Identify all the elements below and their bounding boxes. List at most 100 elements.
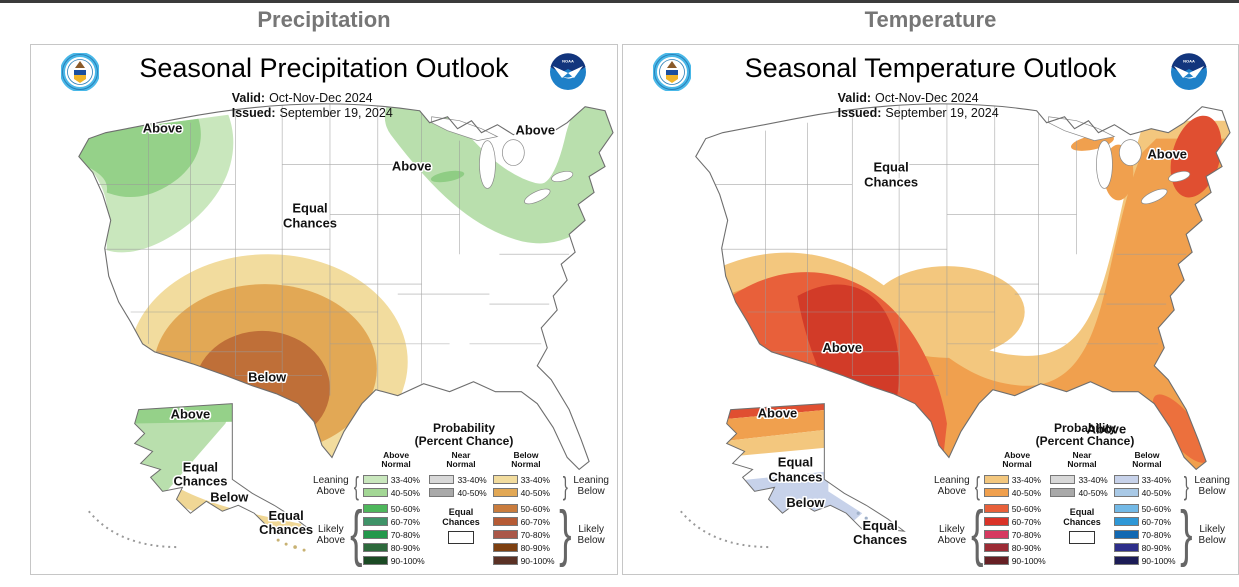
legend-color-swatch	[492, 504, 518, 513]
legend-left-labels: Leaning Above Likely Above	[934, 475, 970, 546]
legend-row: 50-60%	[362, 502, 430, 515]
region-pnw-above-core	[78, 118, 201, 198]
legend-percent-label: 80-90%	[520, 542, 550, 553]
legend-color-swatch	[492, 530, 518, 539]
ak-region-above-core	[134, 403, 239, 424]
legend-color-swatch	[492, 543, 518, 552]
legend-right-labels: Leaning Below Likely Below	[1194, 475, 1230, 546]
map-title: Seasonal Precipitation Outlook	[139, 53, 509, 83]
label-equal-chances-1: Equal	[874, 160, 909, 175]
legend-color-swatch	[362, 504, 388, 513]
column-header-precipitation: Precipitation	[257, 7, 391, 32]
label-hi-equal-1: Equal	[269, 508, 304, 523]
legend-percent-label: 90-100%	[1141, 555, 1176, 566]
label-ak-below: Below	[786, 495, 825, 510]
valid-label: Valid:	[231, 91, 266, 105]
label-se-equal-2: Chances	[853, 532, 907, 547]
legend-percent-label: 90-100%	[390, 555, 425, 566]
label-hi-equal-2: Chances	[259, 522, 313, 537]
region-florida-above	[1152, 394, 1210, 463]
legend-row: 40-50%	[492, 486, 560, 499]
precipitation-map: Above Equal Chances Above Above Below Ab…	[78, 103, 614, 552]
legend-row: 60-70%	[362, 515, 430, 528]
legend-row: 90-100%	[983, 554, 1051, 567]
label-se-equal-1: Equal	[863, 518, 898, 533]
legend-title: Probability (Percent Chance)	[414, 421, 514, 448]
great-lakes	[1048, 116, 1191, 205]
alaska-outline	[725, 403, 906, 532]
legend-row: 40-50%	[362, 486, 430, 499]
legend-color-swatch	[492, 517, 518, 526]
legend-row: 40-50%	[983, 486, 1051, 499]
legend-color-swatch	[983, 475, 1009, 484]
legend-percent-label: 60-70%	[390, 516, 420, 527]
hawaii-islands	[276, 538, 306, 552]
legend-color-swatch	[429, 488, 455, 497]
label-northeast-above: Above	[516, 123, 556, 138]
label-ak-equal-1: Equal	[183, 459, 218, 474]
legend-percent-label: 90-100%	[1011, 555, 1046, 566]
column-header-temperature: Temperature	[864, 7, 997, 32]
equal-chances-swatch	[1069, 531, 1095, 544]
legend-near-column: Near Normal 33-40% 40-50% Equal Chances	[1050, 451, 1113, 544]
legend-color-swatch	[983, 488, 1009, 497]
valid-label: Valid:	[837, 91, 872, 105]
legend-percent-label: 70-80%	[520, 529, 550, 540]
legend-row: 50-60%	[983, 502, 1051, 515]
issued-value: September 19, 2024	[885, 106, 999, 120]
legend-near-column: Near Normal 33-40% 40-50% Equal Chances	[429, 451, 492, 544]
lake-superior	[1048, 116, 1116, 141]
legend-percent-label: 50-60%	[520, 503, 550, 514]
label-ak-above: Above	[171, 407, 211, 422]
label-ak-above: Above	[758, 406, 798, 421]
legend-color-swatch	[983, 556, 1009, 565]
precip-legend: Probability (Percent Chance) Leaning Above…	[311, 422, 611, 568]
great-lakes	[431, 116, 574, 205]
legend-percent-label: 70-80%	[1011, 529, 1041, 540]
legend-row: 33-40%	[1113, 473, 1181, 486]
valid-issued-block: Valid: Oct-Nov-Dec 2024 Issued: September …	[232, 91, 393, 121]
noaa-logo: NOAA	[550, 53, 586, 90]
legend-percent-label: 40-50%	[520, 487, 550, 498]
lake-huron	[1119, 139, 1142, 166]
doc-shield-top	[666, 70, 678, 75]
legend-row: 70-80%	[1113, 528, 1181, 541]
doc-shield-bottom	[666, 75, 678, 83]
label-equal-chances-2: Chances	[864, 174, 918, 189]
legend-row: 33-40%	[983, 473, 1051, 486]
conus-outline	[78, 103, 614, 471]
panhandle-islands	[856, 511, 876, 525]
issued-label: Issued:	[231, 106, 276, 120]
legend-color-swatch	[1113, 556, 1139, 565]
legend-color-swatch	[362, 556, 388, 565]
legend-color-swatch	[1113, 475, 1139, 484]
label-texas-below: Below	[248, 370, 287, 385]
legend-percent-label: 33-40%	[457, 474, 487, 485]
legend-percent-label: 80-90%	[390, 542, 420, 553]
precipitation-outlook-panel: Seasonal Precipitation Outlook NOAA Vali…	[30, 44, 618, 575]
noaa-logo-text: NOAA	[562, 59, 574, 64]
legend-color-swatch	[362, 475, 388, 484]
legend-row: 60-70%	[1113, 515, 1181, 528]
region-upper-michigan-above-core	[430, 170, 465, 183]
legend-row: 90-100%	[492, 554, 560, 567]
map-title: Seasonal Temperature Outlook	[744, 53, 1117, 83]
legend-row: 80-90%	[362, 541, 430, 554]
ak-region-above-mid	[726, 409, 829, 442]
legend-row: 70-80%	[492, 528, 560, 541]
legend-percent-label: 33-40%	[1011, 474, 1041, 485]
legend-color-swatch	[362, 543, 388, 552]
label-equal-chances-2: Chances	[283, 215, 337, 230]
aleutian-islands	[680, 510, 771, 549]
legend-color-swatch	[983, 543, 1009, 552]
lake-huron	[502, 139, 525, 166]
legend-percent-label: 40-50%	[390, 487, 420, 498]
state-borders	[78, 103, 570, 396]
label-michigan-above: Above	[392, 159, 432, 174]
legend-right-braces: }}	[559, 471, 572, 568]
legend-color-swatch	[983, 517, 1009, 526]
legend-row: 90-100%	[362, 554, 430, 567]
legend-below-column: Below Normal 33-40% 40-50% 50-60% 60-70% 70-8…	[492, 451, 560, 567]
legend-left-braces: {{	[971, 471, 984, 568]
noaa-logo-text: NOAA	[1183, 59, 1195, 64]
